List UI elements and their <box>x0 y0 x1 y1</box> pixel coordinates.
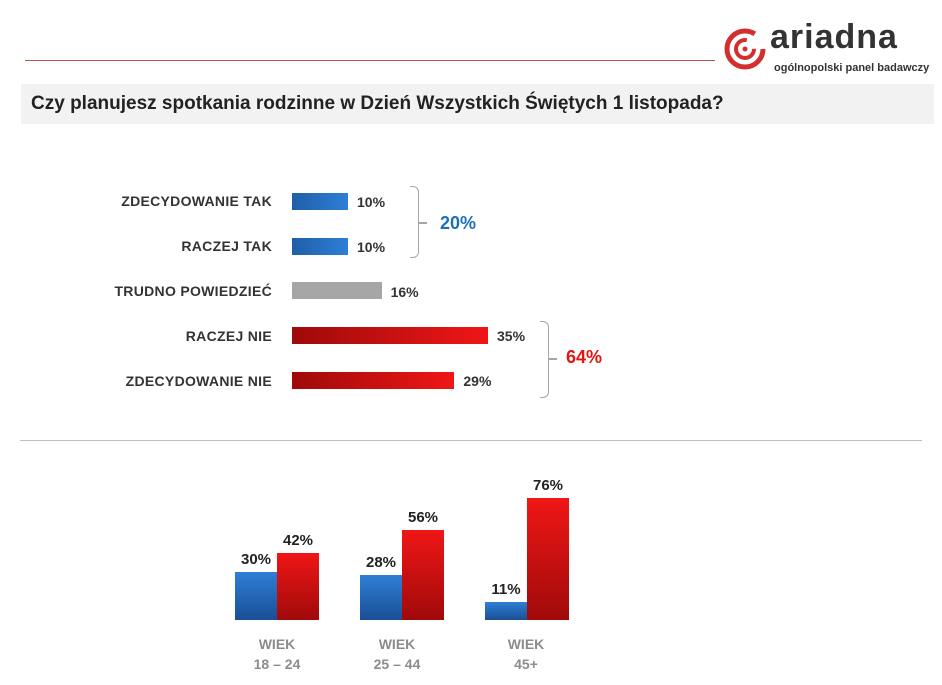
ariadna-logo: ariadna ogólnopolski panel badawczy <box>722 18 934 80</box>
category-label: TRUDNO POWIEDZIEĆ <box>114 283 272 299</box>
bar-age-18-24-negative <box>277 552 319 620</box>
age-group-label: WIEK 18 – 24 <box>253 636 301 672</box>
bar-value-label: 10% <box>357 194 386 210</box>
category-label: ZDECYDOWANIE NIE <box>125 373 272 389</box>
logo-tagline: ogólnopolski panel badawczy <box>774 62 930 74</box>
question-band: Czy planujesz spotkania rodzinne w Dzień… <box>21 84 934 124</box>
bar-value-label: 10% <box>357 239 386 255</box>
bar-value-label: 11% <box>491 581 521 599</box>
bar-zdecydowanie-nie <box>292 372 455 389</box>
bar-value-label: 56% <box>407 509 439 527</box>
bar-age-45-negative <box>527 498 569 620</box>
logo-wordmark: ariadna <box>770 18 898 56</box>
age-group-label: WIEK 45+ <box>507 636 545 672</box>
category-label: RACZEJ NIE <box>185 328 272 344</box>
bracket-tick <box>549 358 557 360</box>
sum-positive: 20% <box>440 213 477 233</box>
bracket-negative <box>540 321 549 398</box>
bar-value-label: 28% <box>365 554 397 572</box>
bracket-positive <box>410 186 419 258</box>
category-label: ZDECYDOWANIE TAK <box>121 193 272 209</box>
bar-age-25-44-positive <box>360 575 402 620</box>
bracket-tick <box>419 222 427 224</box>
bar-trudno-powiedziec <box>292 282 382 299</box>
bar-raczej-nie <box>292 327 488 344</box>
bar-zdecydowanie-tak <box>292 193 348 210</box>
age-group-label: WIEK 25 – 44 <box>373 636 421 672</box>
bar-value-label: 42% <box>282 531 314 549</box>
sum-negative: 64% <box>566 347 603 367</box>
top-rule <box>25 60 715 61</box>
bar-value-label: 30% <box>240 551 272 568</box>
question-title: Czy planujesz spotkania rodzinne w Dzień… <box>31 93 724 114</box>
bar-value-label: 76% <box>532 477 564 495</box>
bar-raczej-tak <box>292 238 348 255</box>
bar-value-label: 29% <box>463 373 492 389</box>
category-label: RACZEJ TAK <box>181 238 272 254</box>
bar-value-label: 16% <box>390 284 419 300</box>
spiral-icon <box>724 28 766 70</box>
section-divider <box>20 440 922 441</box>
bar-age-25-44-negative <box>402 530 444 620</box>
bar-age-45-positive <box>485 602 527 620</box>
bar-value-label: 35% <box>497 328 526 344</box>
bar-age-18-24-positive <box>235 572 277 620</box>
